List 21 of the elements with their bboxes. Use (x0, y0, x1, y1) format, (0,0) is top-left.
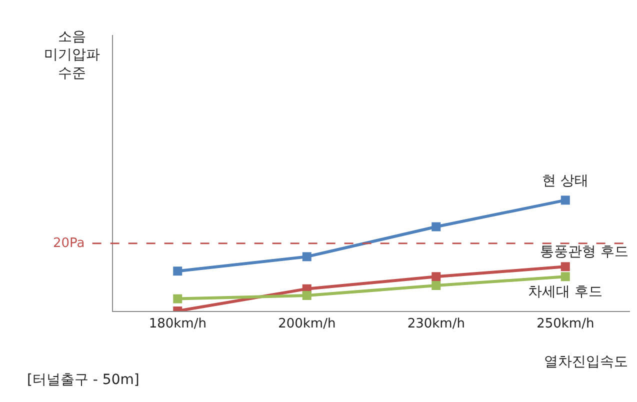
ref-line-label: 20Pa (53, 236, 85, 251)
point (432, 281, 441, 290)
x-axis-title: 열차진입속도 (544, 354, 628, 370)
point (173, 294, 182, 304)
series-label: 차세대 후드 (528, 284, 602, 300)
point (560, 272, 570, 282)
point (432, 222, 441, 232)
point (302, 290, 312, 300)
x-tick-label: 200km/h (278, 316, 336, 332)
point (173, 266, 182, 276)
x-tick-label: 230km/h (407, 316, 465, 332)
point (432, 272, 441, 282)
series-label: 통풍관형 후드 (540, 244, 628, 260)
text: [터널출구 - 50m] (27, 372, 140, 388)
x-tick-label: 250km/h (536, 316, 594, 332)
point (302, 252, 312, 262)
point (560, 196, 570, 205)
point (560, 262, 570, 272)
x-tick-label: 180km/h (148, 316, 206, 332)
series-label: 현 상태 (542, 173, 588, 189)
text: 소음 미기압파 수준 (44, 29, 100, 82)
